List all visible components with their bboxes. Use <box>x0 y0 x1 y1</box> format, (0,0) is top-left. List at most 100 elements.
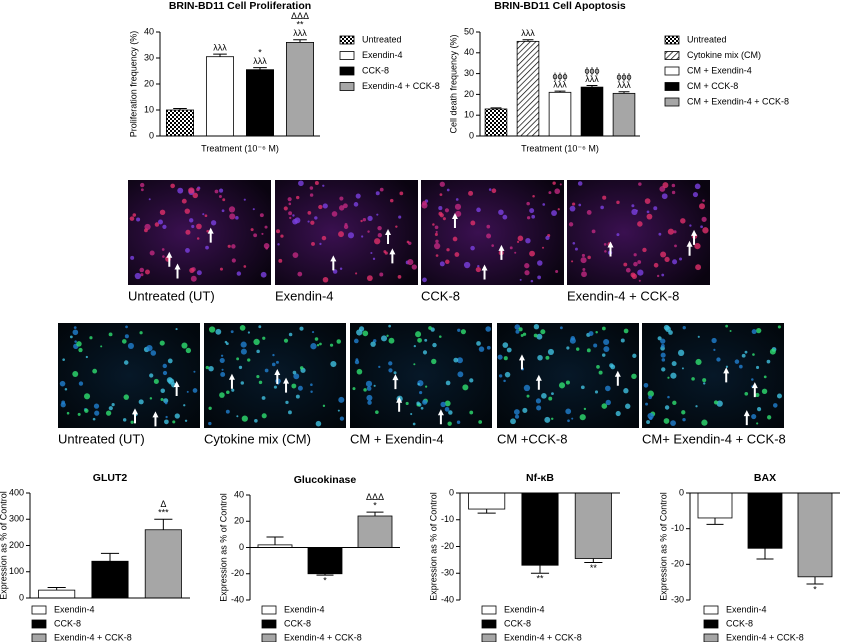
cell <box>537 275 542 280</box>
legend-swatch <box>261 605 277 615</box>
cell <box>679 257 683 261</box>
cell <box>417 337 422 343</box>
cell <box>456 357 463 364</box>
cell <box>588 331 594 337</box>
cell <box>140 182 145 188</box>
cell <box>210 220 217 226</box>
cell <box>222 198 226 202</box>
cell <box>529 208 535 214</box>
cell <box>397 275 402 279</box>
cell <box>360 219 363 223</box>
error-bar <box>253 67 267 70</box>
cell <box>439 193 443 197</box>
annotation: λλλ <box>553 79 567 89</box>
cell <box>331 211 338 217</box>
arrow <box>385 228 392 244</box>
cell <box>498 374 503 378</box>
cell <box>646 210 650 214</box>
cell <box>766 359 771 364</box>
cell <box>689 224 692 227</box>
cell <box>633 253 637 257</box>
cell <box>89 336 93 340</box>
cell <box>416 401 420 406</box>
cell <box>517 235 524 242</box>
cell <box>298 180 304 187</box>
cell <box>542 246 545 249</box>
cell <box>161 248 165 251</box>
cell <box>339 416 345 421</box>
legend-label: Exendin-4 <box>504 604 545 614</box>
cell <box>682 326 686 330</box>
cell <box>694 242 701 250</box>
error-bar <box>316 573 334 576</box>
cell <box>526 201 530 206</box>
annotation: * <box>258 47 262 57</box>
cell <box>321 235 327 241</box>
y-tick-label: 20 <box>144 78 154 88</box>
cell <box>623 388 629 394</box>
arrow <box>518 354 525 370</box>
cell <box>444 400 451 407</box>
cell <box>555 269 559 273</box>
cell <box>146 344 153 352</box>
cell <box>62 358 65 361</box>
cell <box>540 329 546 335</box>
cell <box>702 378 707 383</box>
legend-swatch <box>481 619 497 629</box>
cell <box>205 365 210 370</box>
cell <box>625 267 631 273</box>
cell <box>485 326 491 332</box>
cell <box>604 250 607 253</box>
cell <box>177 187 184 194</box>
annotation: λλλ <box>253 56 267 66</box>
legend-swatch <box>703 605 719 615</box>
cell <box>193 370 196 373</box>
cell <box>243 198 246 201</box>
legend-label: Exendin-4 <box>284 604 325 614</box>
legend-swatch <box>703 619 719 629</box>
micrograph <box>275 180 418 285</box>
cell <box>263 243 270 249</box>
cell <box>514 251 517 254</box>
cell <box>388 324 391 328</box>
annotation: λλλ <box>521 28 535 38</box>
cell <box>183 404 186 407</box>
cell <box>661 273 665 277</box>
cell <box>196 187 200 192</box>
cell <box>638 279 641 282</box>
legend-label: CCK-8 <box>726 618 753 628</box>
error-bar <box>586 84 598 88</box>
cell <box>671 190 676 195</box>
cell <box>530 279 534 283</box>
cell <box>698 203 705 210</box>
cell <box>250 228 254 232</box>
y-tick-label: 40 <box>464 47 474 57</box>
cell <box>457 328 461 332</box>
cell <box>287 197 292 202</box>
cell <box>138 399 144 405</box>
cell <box>552 181 556 185</box>
cell <box>314 181 319 185</box>
cell <box>670 372 677 379</box>
cell <box>367 230 370 233</box>
cell <box>338 396 345 403</box>
x-axis-label: Treatment (10⁻⁶ M) <box>201 143 279 153</box>
cell <box>559 326 563 330</box>
micrograph-background <box>421 180 564 285</box>
cell <box>425 385 428 388</box>
arrow <box>607 241 614 257</box>
y-tick-label: 40 <box>144 26 154 36</box>
cell <box>422 277 427 283</box>
cell <box>220 354 224 357</box>
cell <box>167 358 173 364</box>
micrograph <box>421 180 564 285</box>
cell <box>524 270 530 276</box>
cell <box>551 392 554 396</box>
cell <box>695 264 702 271</box>
cell <box>700 225 703 229</box>
cell <box>307 220 310 223</box>
error-bar <box>477 509 496 514</box>
cell <box>204 214 208 218</box>
cell <box>407 259 414 266</box>
